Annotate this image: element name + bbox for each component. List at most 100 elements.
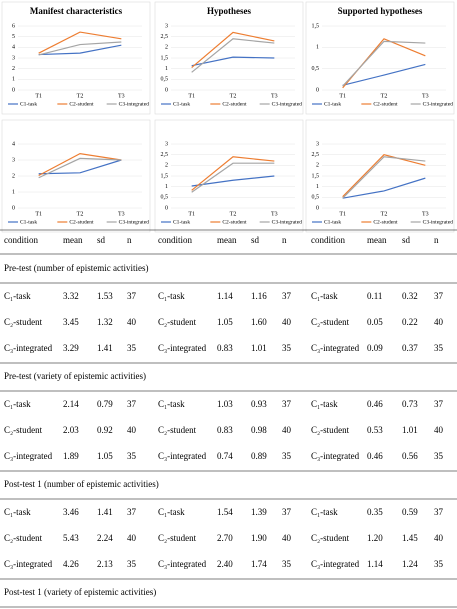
series-line: [38, 44, 122, 56]
legend-label: C1-task: [20, 101, 37, 107]
series-line: [38, 157, 122, 179]
table-cell: 1.05: [217, 317, 233, 327]
y-tick-label: 2: [316, 163, 319, 169]
y-tick-label: 2: [165, 45, 168, 51]
series-line: [191, 38, 275, 73]
y-tick-label: 0: [316, 205, 319, 211]
x-tick-label: T2: [77, 93, 84, 99]
table-cell: 40: [127, 533, 137, 543]
table-cell: 0.89: [251, 451, 267, 461]
table-cell: 1.05: [97, 451, 113, 461]
series-line: [191, 56, 275, 67]
table-cell: C₁-task: [158, 507, 185, 517]
table-cell: 40: [282, 317, 292, 327]
table-cell: 1.90: [251, 533, 267, 543]
x-tick-label: T3: [118, 93, 125, 99]
chart-frame: [1, 119, 151, 233]
section-title: Pre-test (variety of epistemic activitie…: [4, 371, 146, 381]
y-tick-label: 1: [12, 189, 15, 195]
table-cell: 1.03: [217, 399, 233, 409]
y-tick-label: 0: [12, 205, 15, 211]
chart-frame: [1, 1, 151, 115]
legend-label: C2-student: [222, 101, 247, 107]
chart-title: Supported hypotheses: [338, 6, 423, 16]
table-header: condition: [158, 235, 192, 245]
series-line: [38, 159, 122, 175]
table-cell: 0.09: [367, 343, 383, 353]
table-cell: 37: [434, 507, 444, 517]
table-cell: 0.98: [251, 425, 267, 435]
table-cell: C₂-student: [4, 317, 43, 327]
y-tick-label: 0,5: [161, 195, 169, 201]
series-line: [342, 177, 426, 199]
table-cell: 5.43: [63, 533, 79, 543]
table-cell: 2.13: [97, 559, 113, 569]
table-cell: 0.74: [217, 451, 233, 461]
y-tick-label: 1,5: [312, 23, 320, 29]
legend-label: C2-student: [69, 101, 94, 107]
series-line: [38, 41, 122, 56]
table-cell: 0.93: [251, 399, 267, 409]
table-cell: 40: [434, 425, 444, 435]
table-header: sd: [97, 235, 106, 245]
table-cell: C₂-student: [311, 317, 350, 327]
table-cell: 40: [282, 425, 292, 435]
table-cell: 40: [434, 317, 444, 327]
y-tick-label: 0,5: [161, 77, 169, 83]
table-cell: 1.74: [251, 559, 267, 569]
y-tick-label: 0,5: [312, 66, 320, 72]
table-cell: 0.53: [367, 425, 383, 435]
table-cell: 40: [127, 317, 137, 327]
table-cell: C₂-student: [4, 425, 43, 435]
legend-label: C3-integrated: [119, 101, 149, 107]
x-tick-label: T1: [188, 93, 195, 99]
legend-label: C2-student: [373, 101, 398, 107]
y-tick-label: 0,5: [312, 195, 320, 201]
table-cell: 3.45: [63, 317, 79, 327]
table-cell: 40: [434, 533, 444, 543]
legend-label: C3-integrated: [423, 219, 453, 225]
table-cell: C₃-integrated: [311, 559, 360, 569]
legend-label: C1-task: [20, 219, 37, 225]
table-cell: 0.05: [367, 317, 383, 327]
x-tick-label: T3: [118, 211, 125, 217]
table-header: sd: [251, 235, 260, 245]
table-cell: 35: [434, 559, 444, 569]
table-cell: C₁-task: [311, 399, 338, 409]
series-line: [342, 38, 426, 89]
table-cell: 1.45: [402, 533, 418, 543]
table-cell: 1.41: [97, 343, 113, 353]
table-cell: C₂-student: [158, 533, 197, 543]
table-cell: C₁-task: [158, 399, 185, 409]
y-tick-label: 1,5: [161, 173, 169, 179]
legend-label: C1-task: [324, 219, 341, 225]
table-cell: 1.14: [217, 291, 233, 301]
y-tick-label: 2: [165, 163, 168, 169]
table-cell: C₃-integrated: [4, 343, 53, 353]
table-header: n: [434, 235, 439, 245]
legend-label: C1-task: [173, 219, 190, 225]
y-tick-label: 0: [165, 205, 168, 211]
table-cell: 35: [127, 559, 137, 569]
table-cell: C₃-integrated: [4, 559, 53, 569]
x-tick-label: T2: [230, 211, 237, 217]
table-header: mean: [367, 235, 387, 245]
x-tick-label: T1: [35, 93, 42, 99]
table-cell: 37: [127, 507, 137, 517]
series-line: [191, 175, 275, 187]
chart-frame: [305, 119, 455, 233]
table-cell: 1.53: [97, 291, 113, 301]
table-cell: 2.70: [217, 533, 233, 543]
table-cell: 0.59: [402, 507, 418, 517]
table-cell: 1.16: [251, 291, 267, 301]
table-cell: 37: [282, 291, 292, 301]
x-tick-label: T3: [271, 211, 278, 217]
series-line: [342, 153, 426, 198]
table-cell: 0.32: [402, 291, 418, 301]
table-cell: C₂-student: [4, 533, 43, 543]
table-cell: 3.46: [63, 507, 79, 517]
table-cell: 0.22: [402, 317, 418, 327]
table-cell: 0.73: [402, 399, 418, 409]
table-cell: 0.83: [217, 425, 233, 435]
